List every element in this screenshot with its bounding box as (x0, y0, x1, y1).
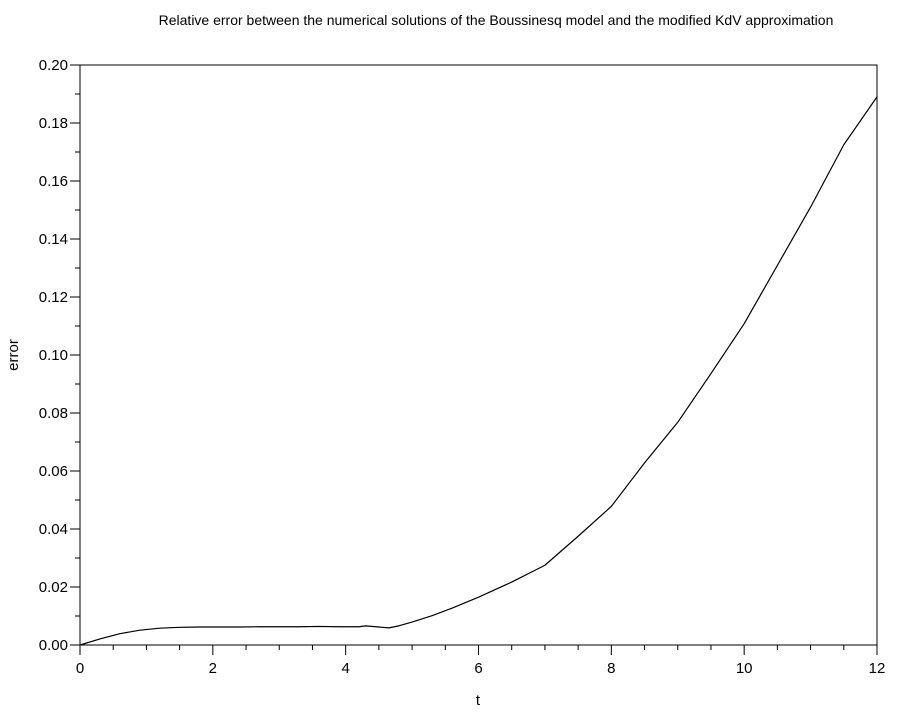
y-tick-label: 0.02 (39, 579, 68, 596)
y-tick-label: 0.16 (39, 173, 68, 190)
series-line-error (79, 96, 878, 646)
y-tick-label: 0.06 (39, 463, 68, 480)
y-axis-label: error (5, 339, 22, 371)
y-tick-label: 0.12 (39, 289, 68, 306)
x-tick-label: 4 (341, 660, 349, 677)
chart-title: Relative error between the numerical sol… (159, 12, 834, 28)
x-tick-label: 6 (474, 660, 482, 677)
y-tick-label: 0.00 (39, 637, 68, 654)
x-axis-tick-labels: 0 2 4 6 8 10 12 (76, 660, 886, 677)
y-axis-tick-labels: 0.00 0.02 0.04 0.06 0.08 0.10 0.12 0.14 0.16 0.18… (39, 57, 68, 654)
series-layer (79, 96, 878, 646)
x-tick-label: 2 (209, 660, 217, 677)
y-tick-label: 0.10 (39, 347, 68, 364)
x-axis-label: t (476, 692, 481, 709)
plot-area (79, 64, 878, 646)
y-axis-ticks (70, 64, 80, 646)
x-tick-label: 12 (869, 660, 886, 677)
x-tick-label: 10 (736, 660, 753, 677)
x-tick-label: 0 (76, 660, 84, 677)
y-tick-label: 0.18 (39, 115, 68, 132)
y-tick-label: 0.14 (39, 231, 68, 248)
y-tick-label: 0.20 (39, 57, 68, 74)
plot-border (79, 64, 878, 646)
y-tick-label: 0.08 (39, 405, 68, 422)
y-tick-label: 0.04 (39, 521, 68, 538)
x-tick-label: 8 (607, 660, 615, 677)
x-axis-ticks (79, 645, 878, 655)
